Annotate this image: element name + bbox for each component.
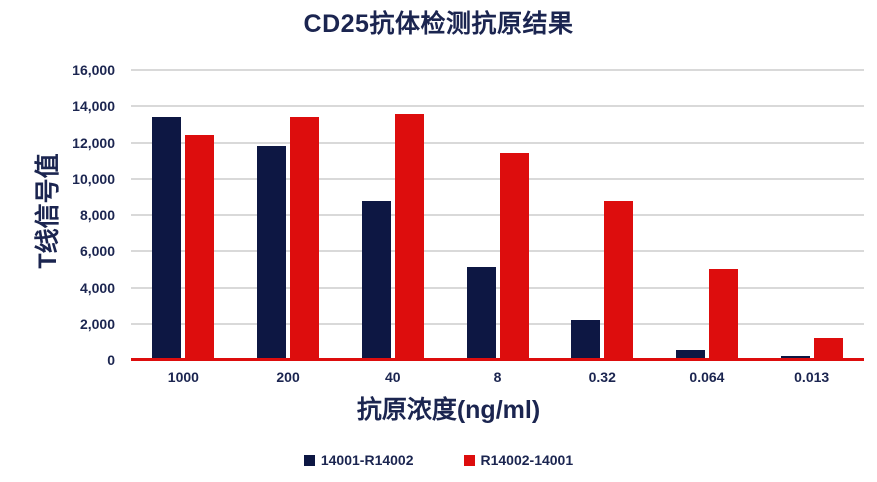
bar-R14002-14001-8: [499, 153, 529, 360]
x-tick-label: 40: [385, 369, 401, 385]
legend-swatch-icon: [463, 454, 475, 466]
x-tick-label: 200: [276, 369, 300, 385]
bar-14001-R14002-0.064: [675, 349, 705, 360]
legend-item: 14001-R14002: [303, 452, 414, 468]
x-axis-line: [131, 358, 864, 361]
y-axis-ticks: 0 2,000 4,000 6,000 8,000 10,000 12,000 14,000 1…: [0, 0, 115, 482]
bar-group: [340, 70, 445, 360]
legend-item: R14002-14001: [463, 452, 574, 468]
plot-area: [131, 69, 864, 360]
bar-R14002-14001-1000: [185, 135, 215, 360]
x-tick-label: 0.013: [794, 369, 830, 385]
y-tick-label: 12,000: [72, 134, 115, 151]
chart-title: CD25抗体检测抗原结果: [303, 10, 574, 38]
y-tick-label: 8,000: [79, 207, 115, 223]
y-tick-label: 6,000: [79, 243, 115, 260]
bar-group: [550, 70, 655, 360]
y-tick-label: 16,000: [72, 62, 115, 78]
bar-groups: [131, 70, 864, 360]
bar-group: [445, 70, 550, 360]
legend-label: 14001-R14002: [320, 452, 414, 468]
x-tick-label: 1000: [167, 369, 199, 385]
gridline: [131, 214, 864, 216]
bar-R14002-14001-0.32: [604, 200, 634, 360]
bar-R14002-14001-0.013: [813, 338, 843, 360]
bar-group: [655, 70, 760, 360]
gridline: [131, 286, 864, 289]
x-axis-labels: 1000 200 40 8 0.32 0.064 0.013: [131, 369, 864, 385]
x-tick-label: 0.064: [689, 369, 725, 385]
x-axis-title: 抗原浓度(ng/ml): [356, 396, 541, 424]
gridline: [131, 69, 864, 71]
gridline: [131, 177, 864, 180]
bar-R14002-14001-0.064: [708, 269, 738, 360]
y-tick-label: 2,000: [79, 315, 115, 332]
gridline: [131, 105, 864, 108]
y-tick-label: 14,000: [72, 98, 115, 115]
gridline: [131, 250, 864, 253]
x-tick-label: 8: [493, 369, 502, 385]
y-tick-label: 0: [107, 352, 115, 368]
bar-14001-R14002-40: [361, 200, 391, 360]
legend-label: R14002-14001: [480, 452, 574, 468]
bar-14001-R14002-200: [257, 146, 287, 360]
bar-R14002-14001-200: [290, 117, 320, 360]
bar-group: [236, 70, 341, 360]
bar-R14002-14001-40: [394, 113, 424, 360]
legend: 14001-R14002 R14002-14001: [0, 452, 877, 468]
bar-group: [759, 70, 864, 360]
bar-group: [131, 70, 236, 360]
gridline: [131, 141, 864, 144]
gridline: [131, 322, 864, 325]
y-tick-label: 4,000: [79, 279, 115, 296]
bar-14001-R14002-0.32: [571, 320, 601, 360]
bar-14001-R14002-8: [466, 266, 496, 360]
x-tick-label: 0.32: [588, 369, 616, 385]
y-tick-label: 10,000: [72, 170, 115, 187]
bar-14001-R14002-1000: [152, 117, 182, 360]
legend-swatch-icon: [303, 454, 315, 466]
